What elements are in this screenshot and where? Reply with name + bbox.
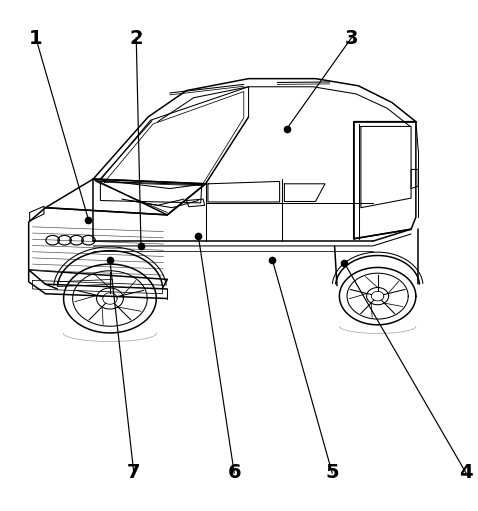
Text: 7: 7 (127, 463, 141, 482)
Text: 3: 3 (345, 29, 358, 48)
Text: 2: 2 (130, 29, 143, 48)
Text: 1: 1 (29, 29, 43, 48)
Text: 4: 4 (459, 463, 473, 482)
Text: 6: 6 (228, 463, 241, 482)
Text: 5: 5 (326, 463, 339, 482)
